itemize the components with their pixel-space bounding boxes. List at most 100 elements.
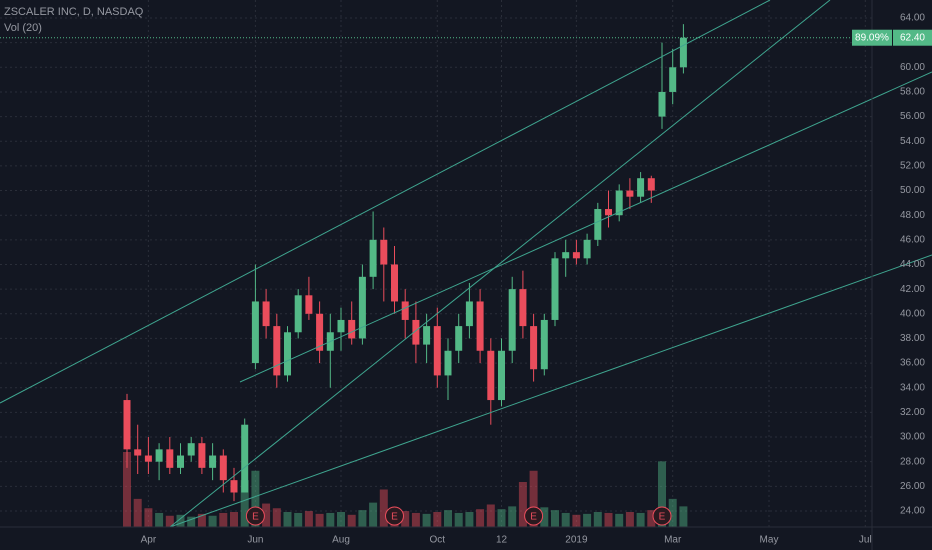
volume-bar [315,513,324,527]
y-tick-label: 36.00 [900,358,925,369]
change-label: 89.09% [855,32,889,43]
trendline [0,0,771,404]
volume-bar [444,510,452,527]
candle-body [401,301,409,320]
candle-body [530,326,538,370]
candle-body [358,276,366,339]
candle-body [369,239,377,277]
candle-body [433,326,441,376]
trendline [239,71,932,383]
y-tick-label: 48.00 [900,210,925,221]
candle-body [198,443,206,468]
volume-bar [283,512,292,527]
candle-body [166,449,174,468]
candle-body [123,400,131,450]
volume-bar [583,513,592,527]
volume-bar [508,506,517,527]
volume-bar [679,506,688,527]
volume-bar [551,510,559,527]
earnings-label: E [659,512,666,523]
volume-bar [658,461,666,527]
x-tick-label: Oct [430,535,446,546]
candle-body [562,252,570,259]
trendlines [0,0,932,528]
candle-body [487,350,495,401]
x-tick-label: 2019 [565,535,588,546]
candle-body [423,326,431,345]
volume-bar [251,470,260,527]
earnings-marker [385,506,404,526]
candle-body [615,190,623,216]
candle-body [658,91,666,117]
volume-bar [411,512,420,527]
volume-bar [518,482,527,527]
candle-body [262,301,270,327]
y-tick-label: 52.00 [900,161,925,172]
candle-body [637,178,645,197]
y-tick-label: 42.00 [900,284,925,295]
volume-bar [230,512,238,527]
candle-body [519,289,527,327]
candle-body [605,209,612,216]
y-tick-label: 54.00 [900,136,925,147]
volume-bar [668,498,677,527]
candle-body [144,455,152,462]
volume-bar [347,514,356,527]
trendline [169,254,932,528]
candle-body [187,443,195,456]
candle-body [669,67,677,92]
candle-body [273,326,281,376]
x-tick-label: Apr [141,535,157,546]
volume-bar [636,512,645,527]
volume-bar [369,502,378,527]
candle-body [679,37,687,68]
y-tick-label: 26.00 [900,481,925,492]
change-box [852,29,892,46]
volume-bar [208,515,217,527]
volume-bar [337,512,345,527]
y-tick-label: 24.00 [900,506,925,517]
earnings-marker [524,506,544,526]
candle-body [251,301,259,364]
candle-body [380,239,388,265]
candle-body [508,289,516,351]
candle-body [498,350,505,401]
y-tick-label: 30.00 [900,432,925,443]
volume-bar [155,512,164,527]
earnings-marker [245,506,265,526]
trendline [169,0,831,528]
candle-body [294,295,302,333]
earnings-marker [652,506,672,526]
chart-title: ZSCALER INC, D, NASDAQ [4,6,144,18]
candle-body [391,264,398,302]
y-tick-label: 50.00 [900,185,925,196]
volume-bar [144,508,153,527]
candle-body [572,252,580,259]
candle-body [209,455,217,468]
volume-bar [422,513,431,527]
volume-bar [262,503,271,527]
y-tick-label: 56.00 [900,111,925,122]
x-tick-label: May [760,535,779,546]
volume-bar [379,489,388,527]
candle-body [626,190,634,197]
candle-body [647,178,655,191]
candle-body [230,480,238,493]
volume-bar [358,510,367,527]
candle-body [465,301,473,327]
candle-body [177,455,184,468]
y-tick-label: 38.00 [900,333,925,344]
volume-bar [454,512,463,527]
candle-body [316,313,324,351]
y-tick-label: 58.00 [900,87,925,98]
y-tick-label: 64.00 [900,13,925,24]
candle-body [337,319,345,333]
y-tick-label: 28.00 [900,456,925,467]
y-tick-label: 32.00 [900,407,925,418]
candle-body [455,326,463,351]
y-tick-label: 46.00 [900,234,925,245]
volume-bar [326,512,335,527]
